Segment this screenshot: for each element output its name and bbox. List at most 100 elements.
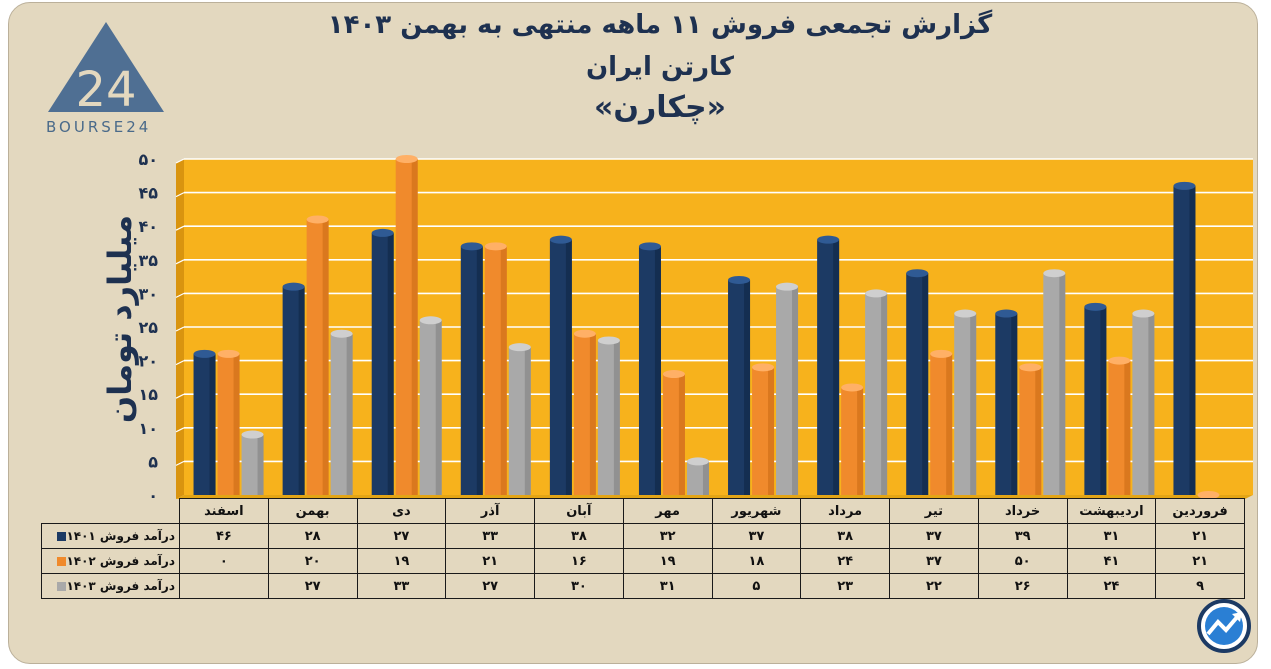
data-label: ۳۰	[534, 573, 624, 599]
gridline-side	[175, 460, 185, 466]
data-label: ۳۱	[1066, 523, 1157, 549]
table-row: درآمد فروش ۱۴۰۳ ۲۷ ۳۳ ۲۷ ۳۰ ۳۱ ۵ ۲۳ ۲۲ ۲۶ ۲۴ ۹	[41, 573, 1245, 599]
legend-swatch	[57, 557, 67, 566]
y-tick-label: ۴۵	[138, 184, 158, 203]
category-label: تیر	[889, 498, 979, 524]
data-label: ۲۸	[267, 523, 358, 549]
bar-shade	[922, 273, 929, 495]
data-label: ۳۳	[356, 573, 447, 599]
data-label: ۲۲	[889, 573, 979, 599]
bar-top	[752, 363, 775, 372]
bar-top	[306, 215, 329, 224]
bar-top	[1173, 181, 1196, 190]
data-label: ۹	[1155, 573, 1245, 599]
bar-top	[460, 242, 483, 251]
bar-top	[193, 349, 216, 358]
bar-shade	[387, 232, 394, 496]
category-label: آذر	[445, 498, 535, 524]
category-label: خرداد	[977, 498, 1068, 524]
bar-shade	[322, 219, 329, 496]
series-legend: درآمد فروش ۱۴۰۲	[41, 548, 180, 574]
bar-top	[1132, 309, 1155, 318]
gridline-side	[175, 427, 185, 433]
bar-top	[817, 235, 840, 244]
bar-top	[865, 289, 888, 298]
chart-title: گزارش تجمعی فروش ۱۱ ماهه منتهی به بهمن ۱…	[327, 10, 993, 40]
category-label: بهمن	[267, 498, 358, 524]
y-tick-label: ۴۰	[138, 217, 158, 236]
bar-shade	[613, 340, 620, 495]
data-label: ۵	[711, 573, 802, 599]
table-header-row: اسفند بهمن دی آذر آبان مهر شهریور مرداد تیر خرداد…	[42, 498, 1245, 524]
bar-shade	[792, 286, 799, 495]
data-label: ۳۷	[889, 523, 979, 549]
bar-top	[597, 336, 620, 345]
data-label: ۳۱	[622, 573, 713, 599]
y-tick-label: ۳۰	[138, 284, 158, 303]
bar-top	[1084, 302, 1107, 311]
bar-top	[330, 329, 353, 338]
bar-top	[371, 228, 394, 237]
bar-top	[906, 269, 929, 278]
data-label: ۲۳	[800, 573, 890, 599]
bar-shade	[768, 367, 775, 495]
y-tick-label: ۵	[148, 452, 158, 471]
gridline-side	[175, 259, 185, 265]
data-label: ۱۸	[711, 548, 802, 574]
bar-top	[419, 316, 442, 325]
bar-top	[217, 349, 240, 358]
bar-top	[241, 430, 264, 439]
y-tick-label: ۰	[148, 486, 158, 505]
bar-shade	[565, 239, 572, 495]
category-label: فروردین	[1155, 498, 1245, 524]
data-label: ۳۲	[622, 523, 713, 549]
bar-shade	[589, 333, 596, 495]
gridline-side	[175, 292, 185, 298]
data-label: ۳۷	[711, 523, 802, 549]
company-name: «چکارن»	[594, 90, 726, 125]
series-name: درآمد فروش ۱۴۰۳	[66, 579, 175, 593]
bar-shade	[476, 246, 483, 495]
bar-shade	[678, 374, 685, 495]
bar-shade	[857, 387, 864, 495]
category-label: اردیبهشت	[1066, 498, 1157, 524]
y-tick-label: ۲۵	[138, 318, 158, 337]
gridline-side	[175, 360, 185, 366]
bar-top	[686, 457, 709, 466]
bar-shade	[946, 353, 953, 495]
bar-shade	[833, 239, 840, 495]
bar-top	[662, 370, 685, 379]
logo-mark: 24	[75, 62, 136, 118]
data-label: ۴۱	[1066, 548, 1157, 574]
data-label: ۳۸	[534, 523, 624, 549]
category-label: مرداد	[800, 498, 890, 524]
bar-top	[930, 349, 953, 358]
chart-subtitle: کارتن ایران	[585, 52, 734, 82]
y-tick-label: ۳۵	[138, 251, 158, 270]
data-label: ۳۳	[445, 523, 535, 549]
data-label: ۲۱	[445, 548, 535, 574]
gridline-side	[175, 393, 185, 399]
bar-top	[1043, 269, 1066, 278]
bar-shade	[411, 159, 418, 495]
data-label: ۵۰	[977, 548, 1068, 574]
data-label: ۲۷	[356, 523, 447, 549]
data-label: ۱۹	[356, 548, 447, 574]
bar-top	[395, 155, 418, 163]
trend-logo-icon	[1197, 599, 1251, 653]
data-label: ۳۸	[800, 523, 890, 549]
y-tick-label: ۱۰	[138, 419, 158, 438]
data-label: ۲۴	[800, 548, 890, 574]
data-label: ۲۷	[267, 573, 358, 599]
bar-shade	[1100, 306, 1107, 495]
bar-shade	[1124, 360, 1131, 495]
bar-shade	[1059, 273, 1066, 495]
bar-shade	[1011, 313, 1018, 495]
bar-shade	[435, 320, 442, 495]
category-label: دی	[356, 498, 447, 524]
bar-shade	[1035, 367, 1042, 495]
data-label: ۰	[179, 548, 269, 574]
bar-shade	[1148, 313, 1155, 495]
category-label: اسفند	[179, 498, 269, 524]
